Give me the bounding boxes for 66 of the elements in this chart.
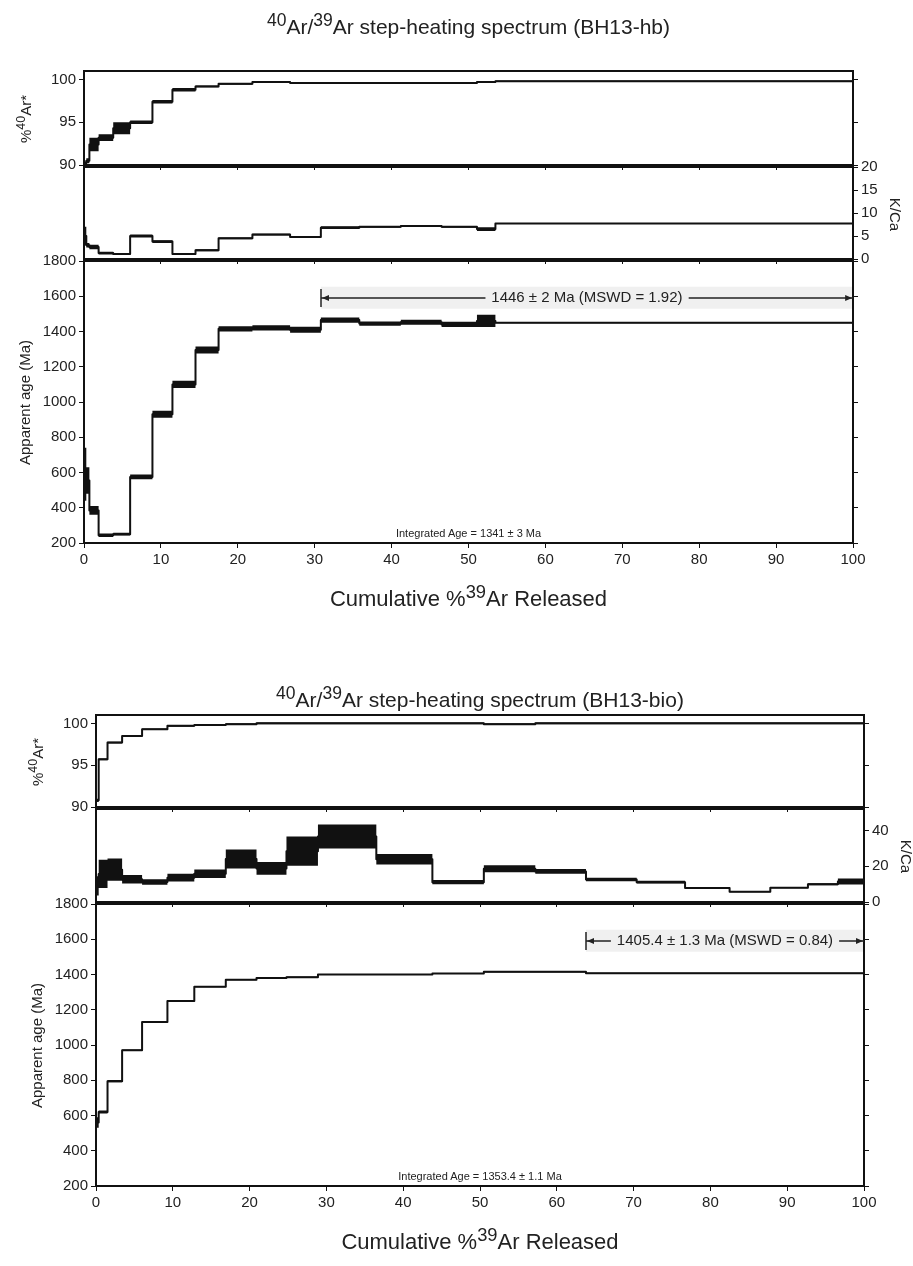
y-tick-label: 1000 bbox=[42, 392, 76, 410]
y-tick-label: 200 bbox=[50, 533, 76, 551]
x-tick-label: 50 bbox=[460, 550, 477, 568]
band-label: 1405.4 ± 1.3 Ma (MSWD = 0.84) bbox=[616, 930, 834, 948]
y2-tick-label: 20 bbox=[872, 856, 889, 874]
y-tick-label: 1200 bbox=[42, 356, 76, 374]
y-tick-label: 95 bbox=[59, 112, 76, 130]
y-tick-label: 1600 bbox=[54, 929, 88, 947]
y-tick-label: 800 bbox=[62, 1070, 88, 1088]
x-axis-title: Cumulative %$^{39}$Ar Released bbox=[340, 1224, 620, 1256]
y2-axis-title: K/Ca bbox=[886, 197, 904, 231]
y-tick-label: 1800 bbox=[54, 894, 88, 912]
y-tick-label: 95 bbox=[71, 755, 88, 773]
y2-tick-label: 15 bbox=[861, 180, 878, 198]
y-axis-title: Apparent age (Ma) bbox=[15, 339, 33, 465]
y-tick-label: 100 bbox=[62, 713, 88, 731]
y-tick-label: 1000 bbox=[54, 1035, 88, 1053]
annotation: Integrated Age = 1341 ± 3 Ma bbox=[395, 526, 542, 539]
y-tick-label: 400 bbox=[62, 1140, 88, 1158]
x-tick-label: 20 bbox=[229, 550, 247, 568]
y2-tick-label: 10 bbox=[861, 203, 878, 221]
x-tick-label: 20 bbox=[241, 1193, 258, 1211]
y-tick-label: 600 bbox=[50, 462, 76, 480]
y-tick-label: 1400 bbox=[54, 964, 88, 982]
x-tick-label: 40 bbox=[394, 1193, 412, 1211]
x-tick-label: 50 bbox=[471, 1193, 489, 1211]
y-tick-label: 1800 bbox=[42, 251, 76, 269]
x-tick-label: 80 bbox=[690, 550, 708, 568]
x-axis-title: Cumulative %$^{39}$Ar Released bbox=[328, 581, 609, 613]
x-tick-label: 30 bbox=[306, 550, 324, 568]
y-tick-label: 800 bbox=[50, 427, 76, 445]
x-tick-label: 60 bbox=[548, 1193, 566, 1211]
y-axis-title: Apparent age (Ma) bbox=[27, 982, 45, 1108]
y2-tick-label: 5 bbox=[861, 226, 870, 244]
x-tick-label: 100 bbox=[851, 1193, 877, 1211]
y2-axis-title: K/Ca bbox=[897, 839, 913, 874]
y-tick-label: 1600 bbox=[42, 286, 76, 304]
x-tick-label: 100 bbox=[840, 550, 866, 568]
x-tick-label: 70 bbox=[613, 550, 631, 568]
x-tick-label: 0 bbox=[91, 1193, 101, 1211]
x-tick-label: 30 bbox=[318, 1193, 335, 1211]
y-tick-label: 100 bbox=[50, 69, 76, 87]
x-tick-label: 60 bbox=[537, 550, 554, 568]
x-tick-label: 0 bbox=[79, 550, 89, 568]
chart-title: $^{40}$Ar/$^{39}$Ar step-heating spectrum (BH13-bio) bbox=[275, 683, 685, 712]
y2-tick-label: 20 bbox=[861, 157, 878, 175]
x-tick-label: 10 bbox=[164, 1193, 182, 1211]
chart-title: $^{40}$Ar/$^{39}$Ar step-heating spectrum (BH13-hb) bbox=[265, 10, 672, 39]
y2-tick-label: 40 bbox=[872, 820, 889, 838]
y-tick-label: 600 bbox=[62, 1105, 88, 1123]
y2-tick-label: 0 bbox=[872, 892, 881, 910]
y-tick-label: 200 bbox=[62, 1176, 88, 1194]
y2-tick-label: 0 bbox=[861, 249, 870, 267]
x-tick-label: 10 bbox=[152, 550, 170, 568]
y-tick-label: 90 bbox=[71, 797, 88, 815]
x-tick-label: 90 bbox=[767, 550, 785, 568]
y-tick-label: 90 bbox=[59, 155, 76, 173]
y-tick-label: 1200 bbox=[54, 999, 88, 1017]
x-tick-label: 80 bbox=[702, 1193, 719, 1211]
y-tick-label: 1400 bbox=[42, 321, 76, 339]
x-tick-label: 40 bbox=[383, 550, 400, 568]
x-tick-label: 90 bbox=[778, 1193, 796, 1211]
y-tick-label: 400 bbox=[50, 497, 76, 515]
band-label: 1446 ± 2 Ma (MSWD = 1.92) bbox=[491, 287, 683, 305]
annotation: Integrated Age = 1353.4 ± 1.1 Ma bbox=[398, 1169, 563, 1182]
x-tick-label: 70 bbox=[625, 1193, 642, 1211]
